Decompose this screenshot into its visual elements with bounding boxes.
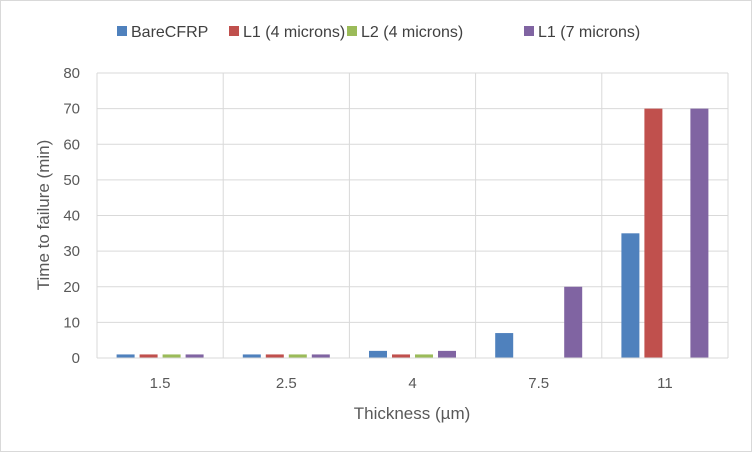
- x-axis-title: Thickness (µm): [354, 404, 471, 423]
- legend-label: L2 (4 microns): [361, 24, 463, 41]
- bar-l1-4-microns-4: [392, 354, 410, 358]
- x-tick-label: 1.5: [150, 375, 171, 392]
- y-tick-label: 0: [72, 350, 80, 367]
- y-tick-label: 30: [63, 243, 80, 260]
- bar-l1-4-microns-2-5: [265, 354, 284, 358]
- y-tick-label: 70: [63, 101, 80, 118]
- bar-barecfrp-11: [621, 233, 640, 358]
- bar-barecfrp-4: [369, 350, 387, 358]
- bar-l1-7-microns-11: [690, 108, 709, 358]
- bar-l1-4-microns-11: [644, 108, 663, 358]
- bar-l2-4-microns-4: [415, 354, 433, 358]
- gridlines: [96, 72, 729, 358]
- legend-swatch: [347, 26, 357, 36]
- y-tick-label: 80: [63, 65, 80, 82]
- bars: [116, 108, 709, 358]
- legend-label: L1 (4 microns): [243, 24, 345, 41]
- x-tick-label: 7.5: [528, 375, 549, 392]
- y-tick-label: 10: [63, 314, 80, 331]
- legend: BareCFRP L1 (4 microns) L2 (4 microns) L1 (…: [117, 24, 640, 41]
- bar-l1-7-microns-4: [438, 350, 456, 358]
- y-tick-label: 20: [63, 279, 80, 296]
- legend-swatch: [524, 26, 534, 36]
- legend-swatch: [117, 26, 127, 36]
- bar-l2-4-microns-1-5: [162, 354, 181, 358]
- bar-barecfrp-1-5: [116, 354, 135, 358]
- bar-l2-4-microns-2-5: [288, 354, 307, 358]
- legend-label: BareCFRP: [131, 24, 208, 41]
- bar-barecfrp-2-5: [242, 354, 261, 358]
- legend-swatch: [229, 26, 239, 36]
- x-tick-label: 4: [408, 375, 416, 392]
- axes: 0 10 20 30 40 50 60 70 80 1.5 2.5 4 7.5 11: [63, 65, 728, 392]
- bar-barecfrp-7-5: [495, 333, 514, 358]
- bar-l1-7-microns-2-5: [311, 354, 330, 358]
- legend-label: L1 (7 microns): [538, 24, 640, 41]
- y-tick-label: 60: [63, 136, 80, 153]
- y-axis-title: Time to failure (min): [34, 140, 53, 291]
- y-tick-label: 40: [63, 208, 80, 225]
- y-tick-label: 50: [63, 172, 80, 189]
- bar-l1-7-microns-7-5: [564, 286, 583, 358]
- bar-l1-7-microns-1-5: [185, 354, 204, 358]
- bar-l1-4-microns-1-5: [139, 354, 158, 358]
- x-tick-label: 2.5: [276, 375, 297, 392]
- x-tick-label: 11: [657, 375, 673, 392]
